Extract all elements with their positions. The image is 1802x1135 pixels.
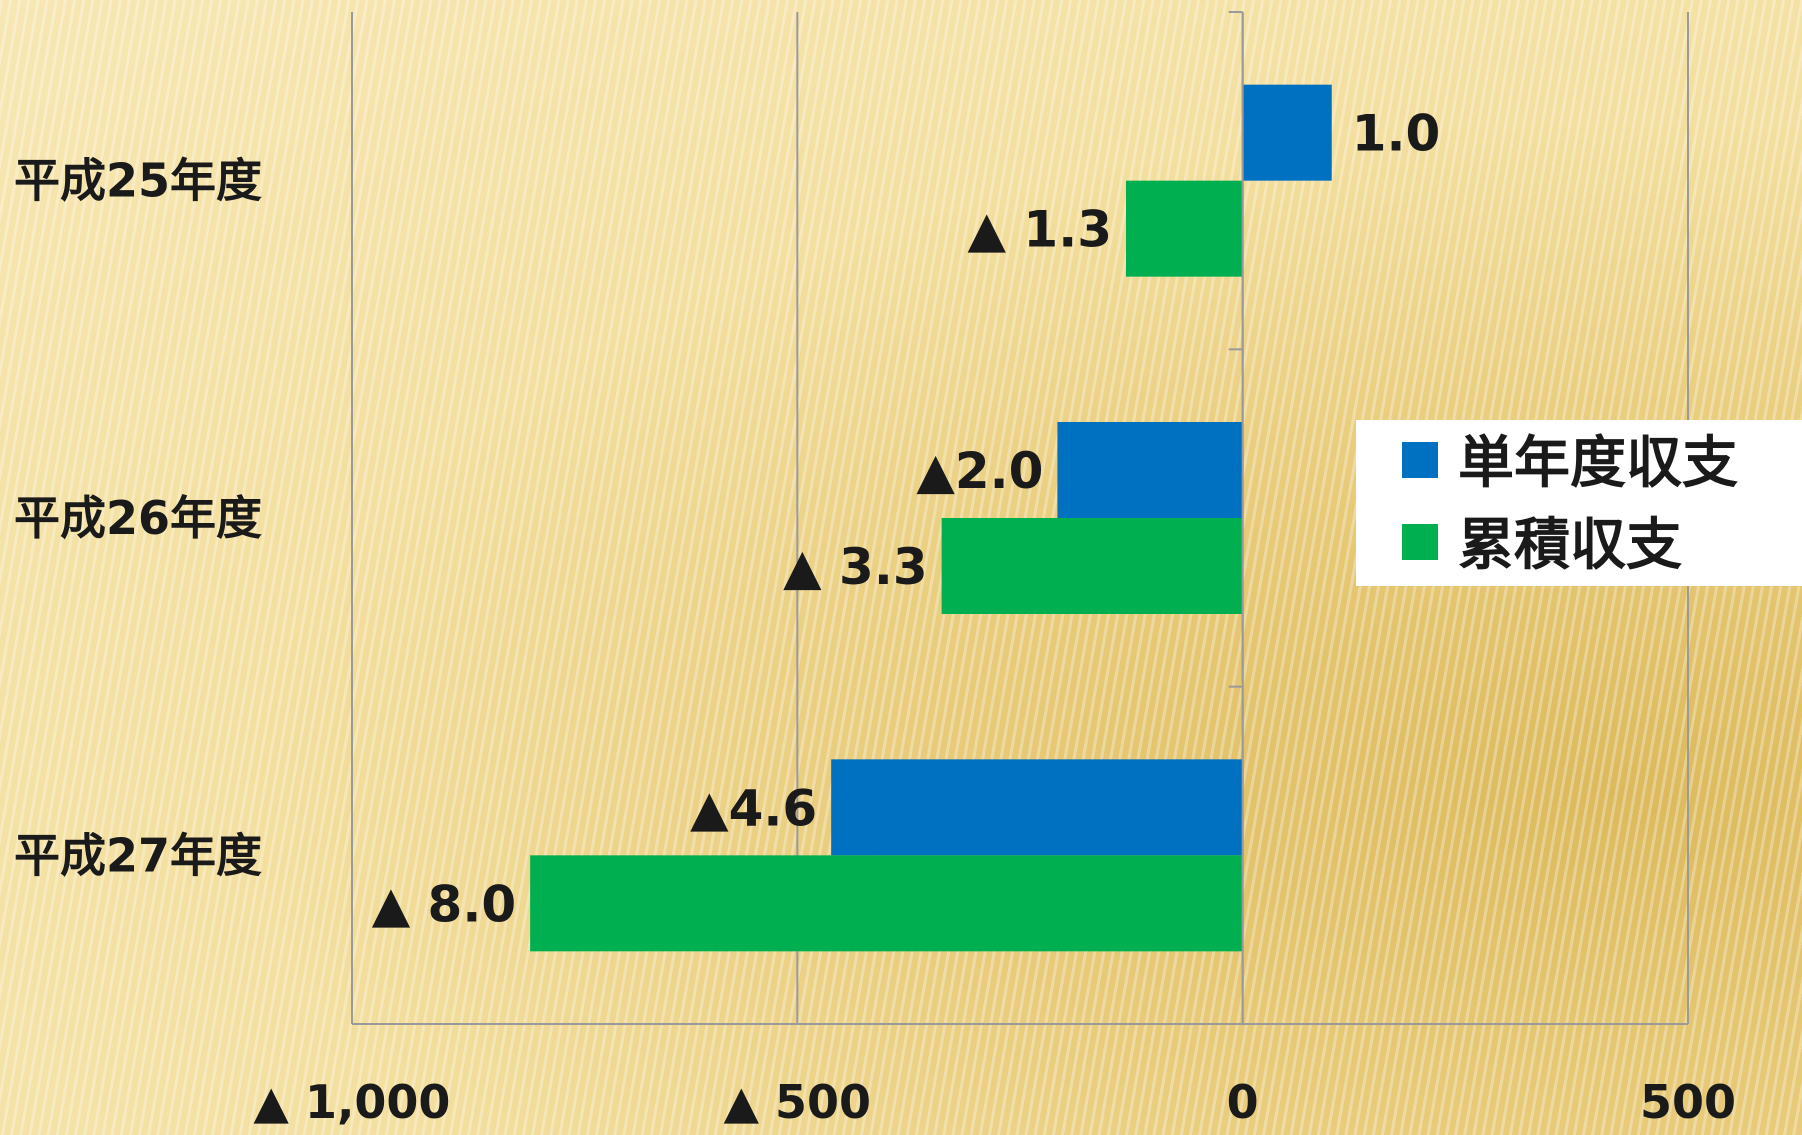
data-label: ▲ 3.3	[783, 538, 927, 596]
data-label: ▲ 1.3	[968, 201, 1112, 259]
category-label: 平成27年度	[14, 828, 262, 882]
legend-label: 累積収支	[1458, 513, 1682, 578]
bar	[1057, 422, 1243, 518]
x-tick-label: ▲ 1,000	[254, 1075, 451, 1129]
data-label: ▲4.6	[690, 779, 817, 837]
bar	[1242, 84, 1332, 181]
data-label: 1.0	[1352, 105, 1441, 163]
bar	[941, 518, 1243, 614]
legend-swatch	[1402, 442, 1438, 478]
x-tick-label: 0	[1227, 1075, 1259, 1129]
category-label: 平成25年度	[14, 154, 262, 208]
legend-label: 単年度収支	[1458, 431, 1738, 496]
data-label: ▲2.0	[916, 442, 1043, 500]
bar	[530, 855, 1243, 952]
legend-swatch	[1402, 524, 1438, 560]
bar	[831, 759, 1243, 856]
bar	[1125, 180, 1243, 277]
x-tick-label: 500	[1640, 1075, 1736, 1129]
category-label: 平成26年度	[14, 491, 262, 545]
x-tick-label: ▲ 500	[724, 1075, 871, 1129]
axes	[352, 11, 1688, 1025]
bars	[530, 84, 1332, 952]
data-label: ▲ 8.0	[372, 875, 516, 933]
